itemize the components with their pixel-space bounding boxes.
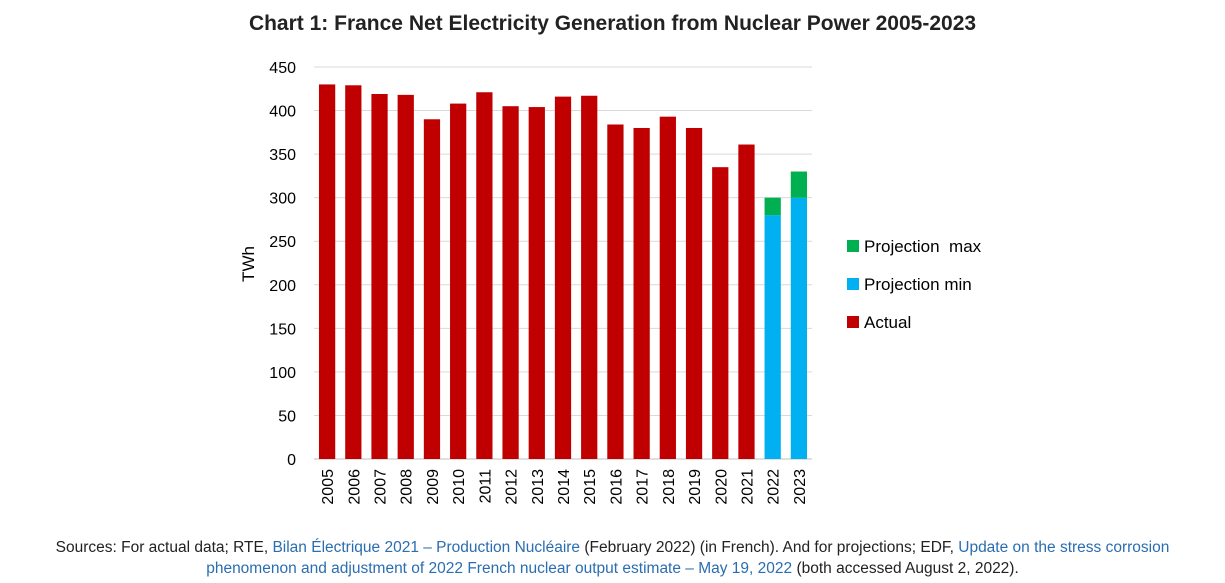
x-tick-label: 2017 bbox=[635, 469, 652, 505]
x-tick-label: 2018 bbox=[661, 469, 678, 505]
bar-actual bbox=[371, 94, 388, 459]
bar-actual bbox=[528, 107, 545, 460]
legend-label: Projection max bbox=[864, 237, 982, 256]
edf-source-link-part1[interactable]: Update on the stress corrosion bbox=[958, 539, 1170, 556]
x-tick-label: 2005 bbox=[320, 469, 337, 505]
bar-actual bbox=[712, 167, 729, 459]
x-tick-label: 2023 bbox=[792, 469, 809, 505]
x-tick-label: 2014 bbox=[556, 469, 573, 505]
x-tick-label: 2009 bbox=[425, 469, 442, 505]
x-tick-label: 2011 bbox=[477, 469, 494, 504]
bar-actual bbox=[423, 119, 441, 460]
bar-actual bbox=[502, 106, 519, 459]
sources-suffix: (both accessed August 2, 2022). bbox=[792, 560, 1019, 577]
x-tick-label: 2007 bbox=[373, 469, 390, 505]
bar-actual bbox=[450, 103, 467, 459]
bar-actual bbox=[659, 116, 676, 460]
y-tick-label: 300 bbox=[269, 191, 296, 208]
bar-chart: 0 50 100 150 200 250 300 350 400 450 2005 2006 2007… bbox=[239, 60, 982, 505]
x-tick-label: 2016 bbox=[608, 469, 625, 505]
legend-swatch bbox=[847, 316, 859, 328]
legend-label: Projection min bbox=[864, 275, 972, 294]
bar-projection-min bbox=[764, 215, 781, 459]
x-tick-label: 2008 bbox=[399, 469, 416, 505]
bar-projection-max bbox=[790, 171, 808, 198]
bars bbox=[318, 84, 808, 460]
y-tick-label: 0 bbox=[287, 452, 296, 469]
legend-swatch bbox=[847, 278, 859, 290]
x-tick-label: 2021 bbox=[739, 469, 756, 505]
sources-note: Sources: For actual data; RTE, Bilan Éle… bbox=[0, 537, 1225, 579]
bar-actual bbox=[633, 127, 650, 459]
sources-prefix: Sources: For actual data; RTE, bbox=[55, 539, 273, 556]
bar-actual bbox=[476, 92, 493, 460]
x-tick-label: 2020 bbox=[713, 469, 730, 505]
x-tick-label: 2010 bbox=[451, 469, 468, 505]
bar-actual bbox=[685, 127, 703, 459]
y-tick-label: 200 bbox=[269, 278, 296, 295]
y-tick-label: 400 bbox=[269, 104, 296, 121]
bar-actual bbox=[397, 94, 414, 460]
x-tick-label: 2012 bbox=[504, 469, 521, 505]
edf-source-link-part2[interactable]: phenomenon and adjustment of 2022 French… bbox=[206, 560, 793, 577]
legend-label: Actual bbox=[864, 313, 911, 332]
legend-swatch bbox=[847, 240, 859, 252]
bar-actual bbox=[318, 84, 336, 459]
y-axis-label: TWh bbox=[239, 246, 258, 282]
x-axis: 2005 2006 2007 2008 2009 2010 2011 2012 2013 2014… bbox=[320, 469, 809, 505]
x-tick-label: 2022 bbox=[766, 469, 783, 505]
bar-actual bbox=[345, 85, 362, 459]
y-tick-label: 350 bbox=[269, 147, 296, 164]
sources-mid: (February 2022) (in French). And for pro… bbox=[580, 539, 959, 556]
x-tick-label: 2006 bbox=[346, 469, 363, 505]
x-tick-label: 2015 bbox=[582, 469, 599, 505]
x-tick-label: 2019 bbox=[687, 469, 704, 505]
y-axis: 0 50 100 150 200 250 300 350 400 450 bbox=[269, 60, 296, 469]
bar-projection-max bbox=[764, 197, 781, 216]
bar-actual bbox=[607, 124, 624, 459]
bar-actual bbox=[581, 95, 598, 459]
legend: Projection max Projection min Actual bbox=[847, 237, 982, 332]
y-tick-label: 100 bbox=[269, 365, 296, 382]
y-tick-label: 450 bbox=[269, 60, 296, 77]
rte-source-link[interactable]: Bilan Électrique 2021 – Production Nuclé… bbox=[272, 539, 581, 556]
bar-projection-min bbox=[790, 197, 808, 459]
y-tick-label: 250 bbox=[269, 234, 296, 251]
x-tick-label: 2013 bbox=[530, 469, 547, 505]
y-tick-label: 50 bbox=[278, 408, 296, 425]
bar-actual bbox=[738, 144, 755, 460]
chart-title: Chart 1: France Net Electricity Generati… bbox=[248, 12, 977, 35]
y-tick-label: 150 bbox=[269, 321, 296, 338]
bar-actual bbox=[554, 96, 572, 460]
